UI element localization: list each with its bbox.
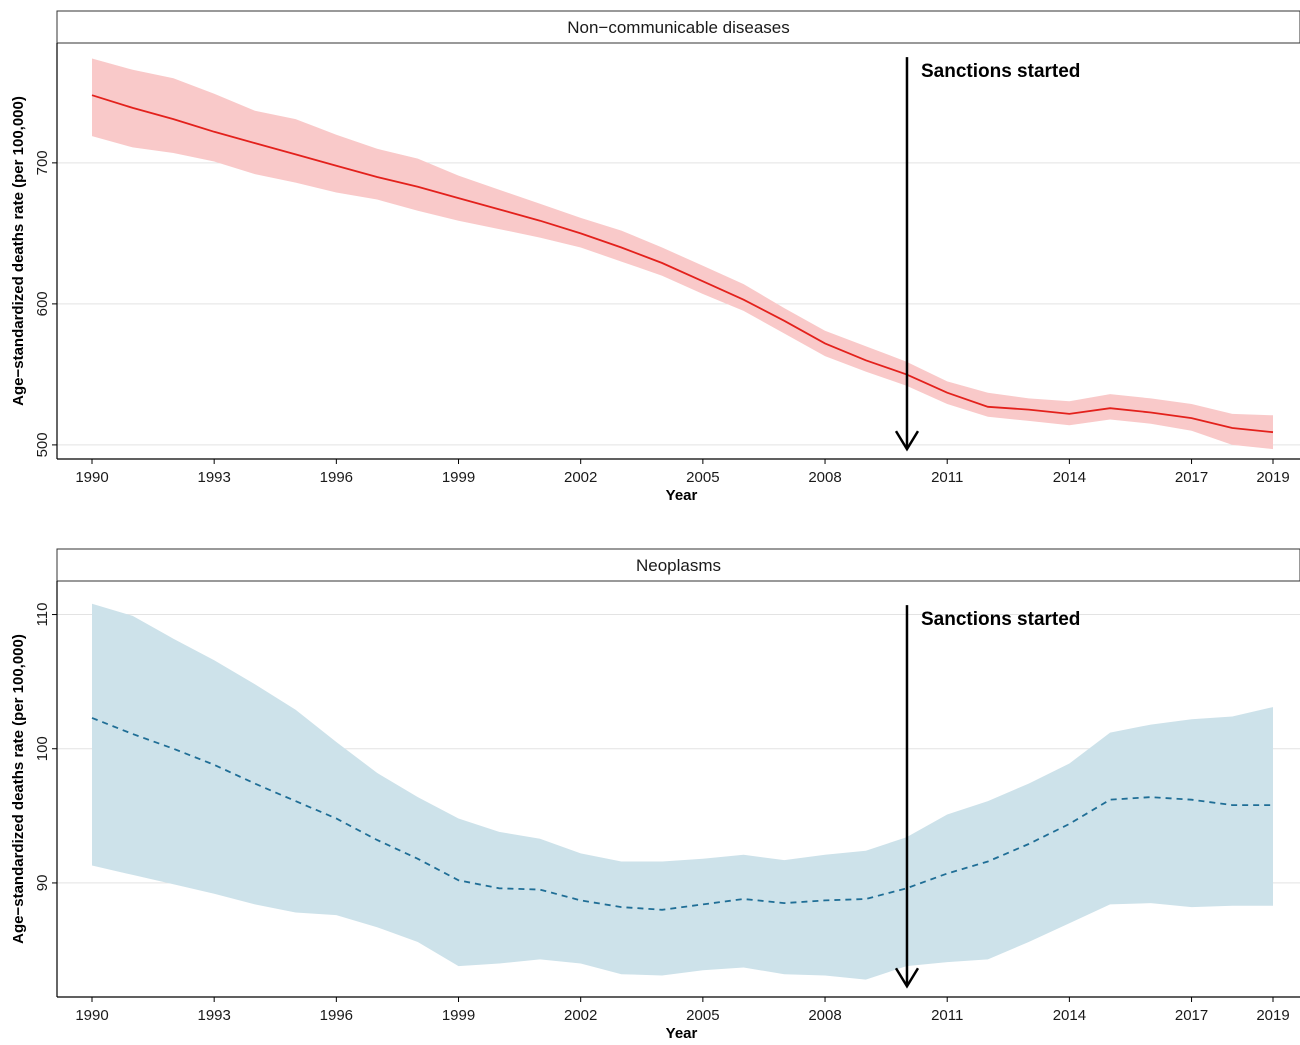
x-tick-label: 2002 — [564, 1007, 597, 1024]
y-tick-label: 500 — [34, 432, 51, 457]
sanctions-annotation-label: Sanctions started — [921, 609, 1080, 630]
x-tick-label: 1996 — [320, 1007, 353, 1024]
x-tick-label: 2017 — [1175, 1007, 1208, 1024]
x-tick-label: 2011 — [931, 469, 963, 486]
x-tick-label: 2014 — [1053, 1007, 1086, 1024]
x-tick-label: 2011 — [931, 1007, 963, 1024]
sanctions-annotation-label: Sanctions started — [921, 61, 1080, 82]
x-tick-label: 1993 — [197, 469, 230, 486]
x-tick-label: 1999 — [442, 1007, 475, 1024]
uncertainty-band — [92, 603, 1273, 980]
x-tick-label: 2005 — [686, 469, 719, 486]
sanctions-arrow-head — [894, 967, 920, 989]
chart-panel: Non−communicable diseases 500 600 700 1990 19… — [10, 10, 1300, 504]
x-tick-label: 2017 — [1175, 469, 1208, 486]
y-tick-label: 700 — [34, 150, 51, 175]
y-axis-title: Age−standardized deaths rate (per 100,00… — [10, 634, 27, 944]
facet-title: Neoplasms — [636, 556, 721, 575]
y-tick-label: 90 — [34, 875, 51, 892]
x-tick-label: 2019 — [1256, 1007, 1289, 1024]
y-axis-title: Age−standardized deaths rate (per 100,00… — [10, 96, 27, 406]
facet-strip — [56, 548, 1300, 582]
x-tick-label: 2005 — [686, 1007, 719, 1024]
y-tick-label: 110 — [34, 603, 51, 627]
x-tick-label: 2002 — [564, 469, 597, 486]
uncertainty-band — [92, 58, 1273, 450]
x-tick-label: 1990 — [75, 469, 108, 486]
y-tick-label: 600 — [34, 291, 51, 316]
x-tick-label: 1990 — [75, 1007, 108, 1024]
x-axis-title: Year — [666, 487, 698, 504]
x-tick-label: 1993 — [197, 1007, 230, 1024]
sanctions-arrow-head — [894, 430, 920, 452]
x-tick-label: 1999 — [442, 469, 475, 486]
facet-title: Non−communicable diseases — [567, 18, 790, 37]
x-tick-label: 2014 — [1053, 469, 1086, 486]
series-line — [91, 94, 1274, 434]
x-tick-label: 2008 — [808, 469, 841, 486]
facet-strip — [56, 10, 1300, 44]
y-tick-label: 100 — [34, 736, 51, 761]
x-tick-label: 2019 — [1256, 469, 1289, 486]
series-line — [91, 717, 1273, 911]
x-tick-label: 2008 — [808, 1007, 841, 1024]
x-tick-label: 1996 — [320, 469, 353, 486]
chart-panel: Neoplasms 90 100 110 1990 1993 1996 1999 2002 200… — [10, 548, 1300, 1042]
x-axis-title: Year — [666, 1025, 698, 1040]
